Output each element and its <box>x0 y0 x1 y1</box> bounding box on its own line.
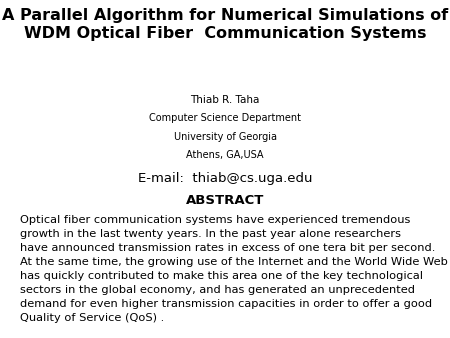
Text: Optical fiber communication systems have experienced tremendous
growth in the la: Optical fiber communication systems have… <box>20 215 448 323</box>
Text: University of Georgia: University of Georgia <box>174 132 276 142</box>
Text: ABSTRACT: ABSTRACT <box>186 194 264 207</box>
Text: Computer Science Department: Computer Science Department <box>149 113 301 123</box>
Text: E-mail:  thiab@cs.uga.edu: E-mail: thiab@cs.uga.edu <box>138 172 312 185</box>
Text: Thiab R. Taha: Thiab R. Taha <box>190 95 260 105</box>
Text: A Parallel Algorithm for Numerical Simulations of
WDM Optical Fiber  Communicati: A Parallel Algorithm for Numerical Simul… <box>2 8 448 42</box>
Text: Athens, GA,USA: Athens, GA,USA <box>186 150 264 161</box>
